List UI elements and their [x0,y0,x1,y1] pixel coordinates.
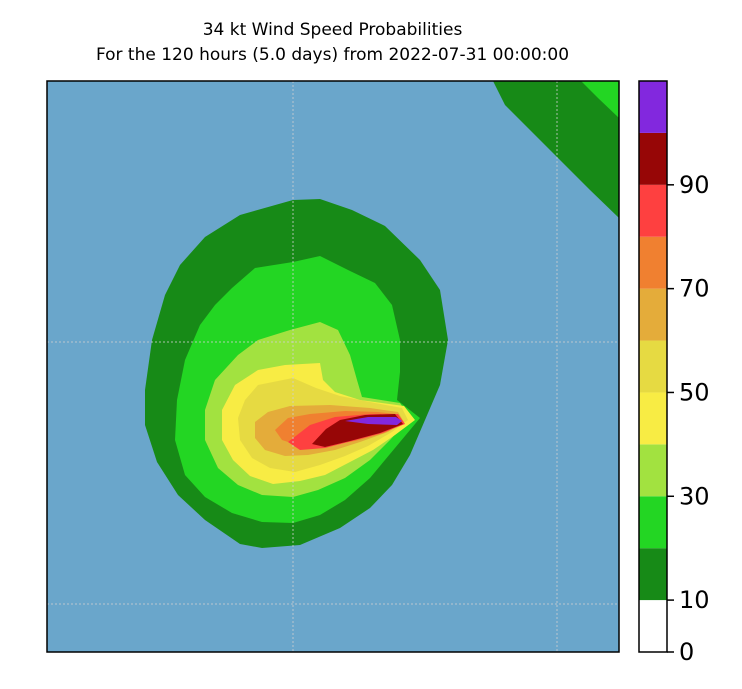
colorbar-segment-60 [639,288,667,341]
colorbar-segment-10 [639,548,667,601]
contour-top-right-10 [493,81,619,218]
colorbar-segment-40 [639,392,667,445]
colorbar-segment-0 [639,600,667,652]
colorbar-tick-label: 50 [679,378,710,406]
chart-title: 34 kt Wind Speed Probabilities [202,20,463,40]
colorbar-segment-80 [639,184,667,237]
colorbar-segment-90 [639,132,667,185]
colorbar-tick-label: 90 [679,171,710,199]
contour-100 [345,417,402,425]
colorbar-segment-30 [639,444,667,497]
colorbar-tick-label: 10 [679,586,710,614]
colorbar-segment-100 [639,81,667,133]
contour-top-right-20 [581,81,619,118]
colorbar-segment-70 [639,236,667,289]
grid [47,81,619,652]
plot-frame [46,80,620,653]
colorbar-segment-50 [639,340,667,393]
chart-subtitle: For the 120 hours (5.0 days) from 2022-0… [95,45,570,65]
colorbar: 0 10 30 50 70 90 [638,80,710,666]
contour-layer [145,81,619,548]
colorbar-tick-label: 70 [679,275,710,303]
colorbar-tick-label: 0 [679,638,694,666]
colorbar-frame [638,80,668,653]
colorbar-segment-20 [639,496,667,549]
colorbar-tick-label: 30 [679,482,710,510]
